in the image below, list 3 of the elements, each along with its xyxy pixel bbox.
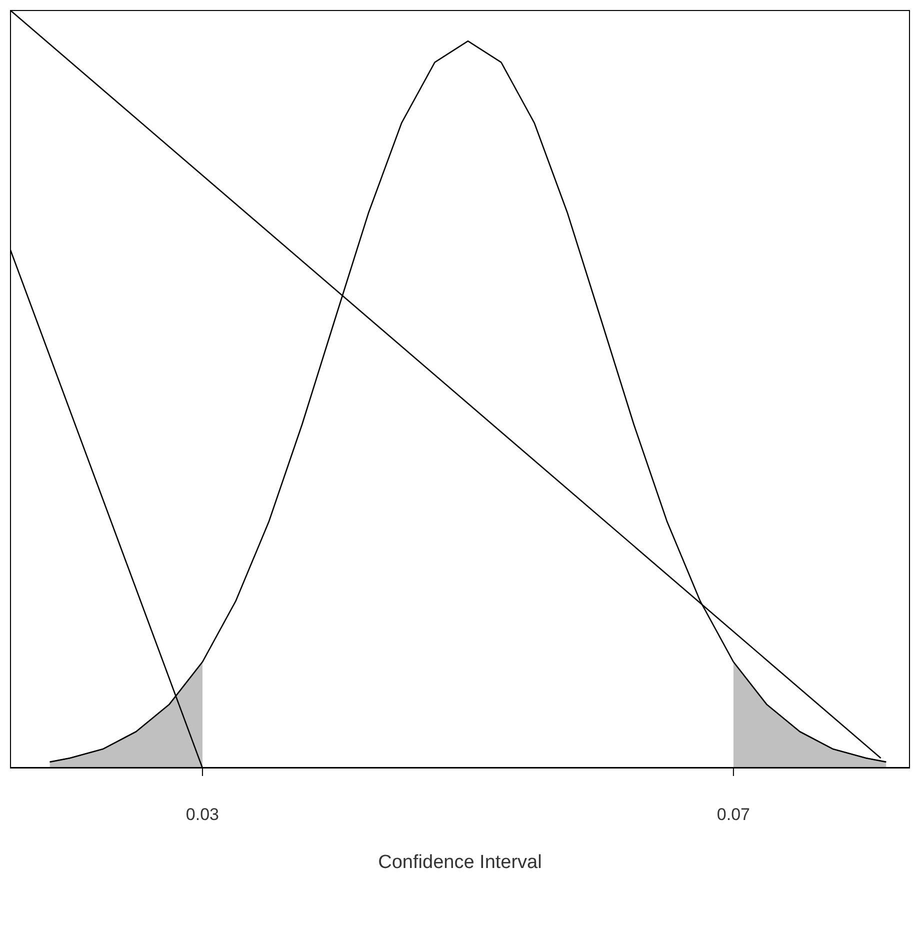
x-axis-title: Confidence Interval: [378, 852, 542, 873]
x-tick-label: 0.07: [716, 805, 750, 824]
x-tick-label: 0.03: [186, 805, 220, 824]
